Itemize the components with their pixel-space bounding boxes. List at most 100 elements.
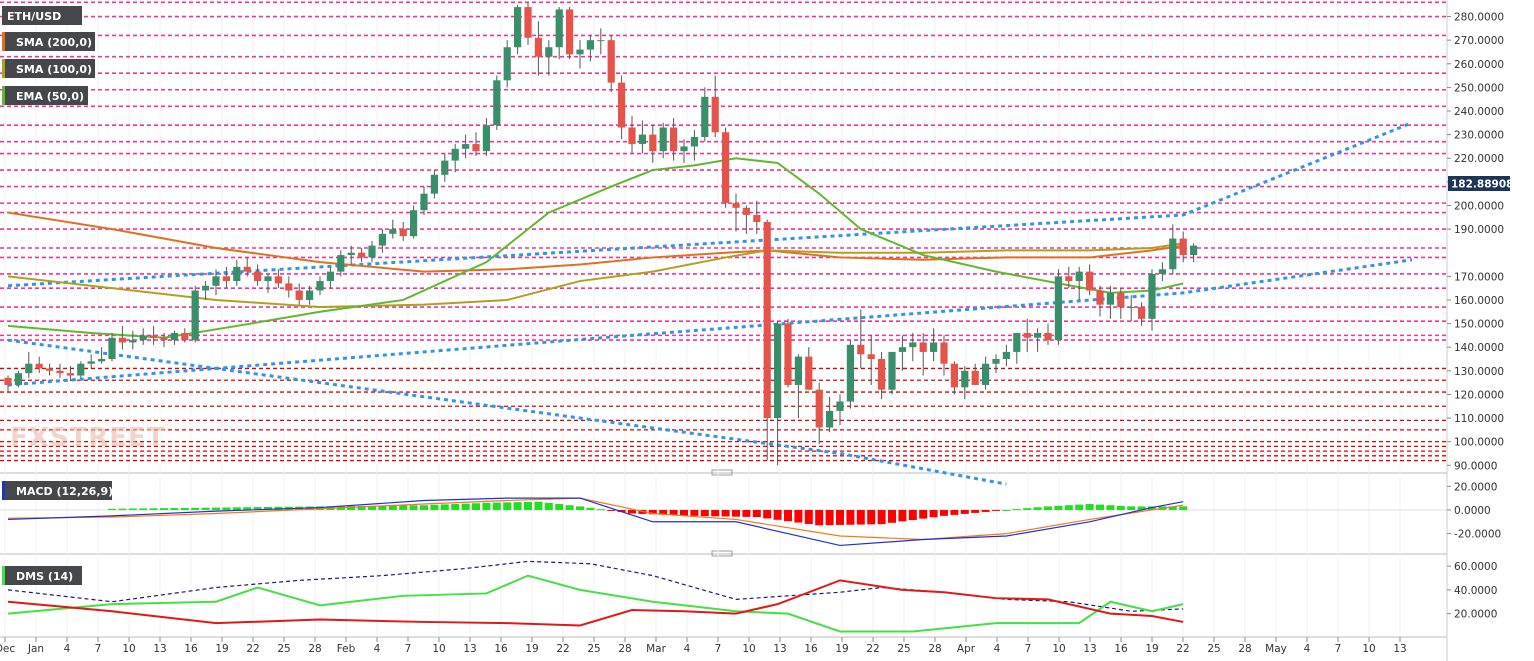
- x-tick-label: 22: [1176, 643, 1189, 655]
- minus-di-line: [7, 579, 1184, 627]
- candle-up: [14, 373, 22, 385]
- legend-dms[interactable]: DMS (14): [2, 566, 82, 585]
- x-tick-label: 28: [1238, 643, 1251, 655]
- candle-up: [129, 340, 137, 343]
- resize-handle-1[interactable]: [711, 469, 733, 476]
- x-tick-label: 7: [405, 643, 412, 655]
- x-tick-label: 4: [684, 643, 691, 655]
- macd-hist-negative: [763, 509, 772, 519]
- macd-hist-positive: [118, 508, 127, 510]
- macd-hist-positive: [1012, 509, 1021, 511]
- candle-up: [233, 266, 241, 282]
- candle-up: [1169, 238, 1177, 270]
- macd-hist-positive: [357, 505, 366, 510]
- x-tick-label: 7: [95, 643, 102, 655]
- candle-up: [961, 370, 969, 388]
- candle-up: [170, 333, 178, 341]
- y-tick-label: 220.0000: [1454, 153, 1504, 165]
- candle-up: [202, 285, 210, 291]
- legend-ema50[interactable]: EMA (50,0): [2, 86, 88, 105]
- x-tick-label: 19: [215, 643, 228, 655]
- candle-down: [1096, 290, 1104, 305]
- candle-down: [285, 283, 293, 291]
- candle-up: [597, 40, 605, 42]
- candle-up: [337, 255, 345, 272]
- candle-down: [950, 363, 958, 388]
- candle-up: [462, 144, 470, 149]
- legend-sma200[interactable]: SMA (200,0): [2, 32, 95, 51]
- macd-indicator: [0, 497, 1447, 547]
- trendlines: [7, 121, 1413, 486]
- y-tick-label: 280.0000: [1454, 12, 1504, 24]
- candle-down: [670, 127, 678, 152]
- macd-hist-negative: [856, 509, 865, 525]
- macd-hist-positive: [586, 507, 595, 510]
- candle-up: [982, 363, 990, 385]
- macd-hist-negative: [846, 509, 855, 525]
- candle-down: [857, 344, 865, 355]
- x-tick-label: 25: [277, 643, 290, 655]
- y-tick-label: 0.0000: [1454, 505, 1491, 517]
- resize-handle-2[interactable]: [711, 550, 733, 557]
- candle-up: [836, 401, 844, 411]
- y-tick-label: 110.0000: [1454, 413, 1504, 425]
- legend-macd[interactable]: MACD (12,26,9): [2, 481, 113, 500]
- candle-up: [576, 49, 584, 55]
- last-price-tag: 182.88908: [1448, 176, 1513, 191]
- macd-hist-positive: [1116, 505, 1125, 510]
- candle-up: [992, 358, 1000, 364]
- watermark: FXSTREET: [10, 423, 166, 453]
- sma200-line: [7, 211, 1184, 273]
- macd-hist-negative: [804, 509, 813, 524]
- x-tick-label: 25: [897, 643, 910, 655]
- x-tick-label: 19: [1145, 643, 1158, 655]
- macd-line: [7, 497, 1184, 547]
- y-tick-label: 140.0000: [1454, 342, 1504, 354]
- candle-up: [389, 229, 397, 234]
- legend-sma100[interactable]: SMA (100,0): [2, 59, 95, 78]
- candle-up: [1002, 351, 1010, 359]
- legend-symbol[interactable]: ETH/USD: [2, 6, 82, 25]
- x-tick-label: 16: [804, 643, 818, 655]
- macd-hist-positive: [1002, 509, 1011, 511]
- candle-up: [410, 210, 418, 237]
- candle-down: [753, 214, 761, 223]
- y-tick-label: 120.0000: [1454, 389, 1504, 401]
- trendline-middle: [7, 258, 1413, 387]
- candle-down: [1044, 333, 1052, 341]
- candle-up: [1158, 269, 1166, 274]
- macd-hist-positive: [1044, 506, 1052, 510]
- y-tick-label: 190.0000: [1454, 224, 1504, 236]
- macd-hist-positive: [399, 505, 408, 510]
- x-tick-label: Mar: [646, 643, 666, 655]
- x-tick-label: 16: [494, 643, 508, 655]
- candle-up: [826, 410, 834, 428]
- macd-hist-positive: [1075, 504, 1084, 510]
- x-tick-label: 10: [1362, 643, 1375, 655]
- candle-up: [774, 323, 782, 419]
- x-tick-label: Jan: [27, 643, 44, 655]
- x-tick-label: 22: [556, 643, 569, 655]
- candle-up: [191, 290, 199, 341]
- x-tick-label: 4: [1304, 643, 1311, 655]
- y-tick-label: 130.0000: [1454, 366, 1504, 378]
- x-tick-label: 19: [525, 643, 538, 655]
- candle-up: [1013, 333, 1021, 352]
- y-tick-label: 100.0000: [1454, 437, 1504, 449]
- candle-up: [139, 335, 147, 341]
- macd-hist-positive: [1085, 504, 1094, 510]
- y-tick-label: -20.0000: [1454, 529, 1501, 541]
- candle-down: [472, 144, 480, 152]
- candle-down: [46, 368, 54, 371]
- candle-down: [534, 37, 542, 57]
- candle-down: [1117, 292, 1125, 308]
- dms-indicator: [7, 560, 1184, 633]
- macd-hist-positive: [212, 507, 220, 510]
- candle-up: [98, 358, 106, 362]
- candle-down: [763, 222, 771, 419]
- y-tick-label: 170.0000: [1454, 271, 1504, 283]
- candle-down: [66, 373, 74, 376]
- macd-hist-positive: [1054, 505, 1063, 510]
- candle-down: [1023, 333, 1031, 338]
- x-tick-label: 13: [463, 643, 476, 655]
